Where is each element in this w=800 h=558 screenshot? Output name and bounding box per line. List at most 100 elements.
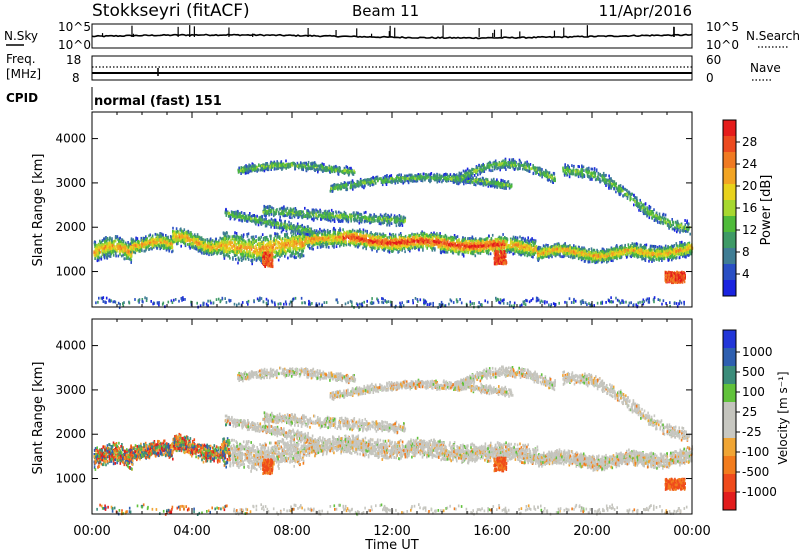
heatmap-cell — [124, 253, 126, 256]
heatmap-cell — [165, 234, 167, 237]
heatmap-cell — [315, 236, 317, 239]
heatmap-cell — [116, 249, 118, 252]
noise-left-tick-bottom: 10^0 — [58, 38, 91, 52]
heatmap-cell — [162, 242, 164, 245]
heatmap-cell — [359, 238, 361, 241]
heatmap-cell — [151, 239, 153, 242]
heatmap-cell — [329, 238, 331, 241]
heatmap-cell — [456, 250, 458, 253]
heatmap-cell — [215, 238, 217, 241]
heatmap-cell — [441, 238, 443, 241]
heatmap-cell — [341, 241, 343, 244]
heatmap-cell — [172, 227, 174, 230]
heatmap-cell — [243, 250, 245, 253]
freq-tick-bottom: 8 — [72, 71, 80, 85]
heatmap-cell — [364, 239, 366, 242]
heatmap-cell — [488, 242, 490, 245]
heatmap-cell — [137, 245, 139, 248]
heatmap-cell — [231, 250, 233, 253]
heatmap-cell — [324, 233, 326, 236]
heatmap-cell — [348, 240, 350, 243]
heatmap-cell — [357, 246, 359, 249]
heatmap-cell — [169, 239, 171, 242]
heatmap-cell — [401, 239, 403, 242]
heatmap-cell — [138, 241, 140, 244]
freq-label-1: Freq. — [6, 52, 36, 66]
heatmap-cell — [400, 248, 402, 251]
heatmap-cell — [243, 236, 245, 239]
heatmap-cell — [422, 238, 424, 241]
heatmap-cell — [95, 247, 97, 250]
heatmap-cell — [372, 237, 374, 240]
heatmap-cell — [428, 244, 430, 247]
heatmap-cell — [272, 244, 274, 247]
heatmap-cell — [103, 250, 105, 253]
heatmap-cell — [119, 240, 121, 243]
heatmap-cell — [226, 235, 228, 238]
heatmap-cell — [122, 243, 124, 246]
heatmap-cell — [157, 238, 159, 241]
heatmap-cell — [193, 242, 195, 245]
heatmap-cell — [350, 230, 352, 233]
heatmap-cell — [111, 241, 113, 244]
heatmap-cell — [214, 243, 216, 246]
heatmap-cell — [305, 240, 307, 243]
heatmap-cell — [374, 247, 376, 250]
heatmap-cell — [472, 251, 474, 254]
heatmap-cell — [267, 245, 269, 248]
heatmap-cell — [530, 254, 532, 257]
heatmap-cell — [258, 237, 260, 240]
heatmap-cell — [139, 246, 141, 249]
date-title: 11/Apr/2016 — [599, 2, 692, 20]
heatmap-cell — [455, 247, 457, 250]
heatmap-cell — [248, 232, 250, 235]
heatmap-cell — [115, 236, 117, 239]
heatmap-cell — [451, 239, 453, 242]
heatmap-cell — [309, 240, 311, 243]
heatmap-cell — [398, 241, 400, 244]
heatmap-cell — [285, 252, 287, 255]
heatmap-cell — [224, 247, 226, 250]
heatmap-cell — [521, 238, 523, 241]
heatmap-cell — [179, 236, 181, 239]
heatmap-cell — [506, 243, 508, 246]
heatmap-cell — [146, 241, 148, 244]
heatmap-cell — [385, 245, 387, 248]
station-title: Stokkseyri (fitACF) — [92, 1, 250, 21]
heatmap-cell — [149, 242, 151, 245]
heatmap-cell — [235, 238, 237, 241]
heatmap-cell — [478, 249, 480, 252]
heatmap-cell — [256, 259, 258, 262]
noise-right-label: N.Search — [746, 29, 800, 43]
heatmap-cell — [438, 242, 440, 245]
heatmap-cell — [245, 240, 247, 243]
heatmap-cell — [259, 248, 261, 251]
heatmap-cell — [292, 238, 294, 241]
heatmap-cell — [145, 235, 147, 238]
heatmap-cell — [509, 244, 511, 247]
heatmap-cell — [419, 234, 421, 237]
heatmap-cell — [401, 245, 403, 248]
heatmap-cell — [423, 241, 425, 244]
heatmap-cell — [94, 257, 96, 260]
heatmap-cell — [121, 248, 123, 251]
heatmap-cell — [131, 237, 133, 240]
heatmap-cell — [203, 242, 205, 245]
heatmap-cell — [371, 247, 373, 250]
heatmap-cell — [495, 242, 497, 245]
heatmap-cell — [528, 252, 530, 255]
heatmap-cell — [286, 239, 288, 242]
heatmap-cell — [331, 239, 333, 242]
heatmap-cell — [217, 252, 219, 255]
heatmap-cell — [379, 243, 381, 246]
heatmap-cell — [408, 247, 410, 250]
heatmap-cell — [181, 230, 183, 233]
heatmap-cell — [251, 236, 253, 239]
heatmap-cell — [471, 245, 473, 248]
heatmap-cell — [143, 243, 145, 246]
heatmap-cell — [258, 242, 260, 245]
heatmap-cell — [330, 236, 332, 239]
heatmap-cell — [130, 251, 132, 254]
heatmap-cell — [240, 250, 242, 253]
